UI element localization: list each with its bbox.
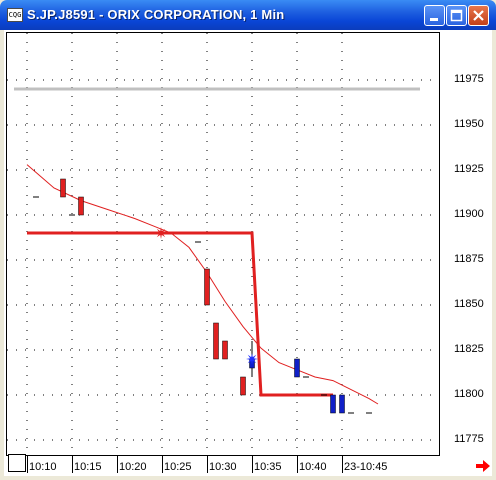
time-tick-mark <box>27 456 28 473</box>
time-tick-label: 10:40 <box>299 461 327 473</box>
candle-body <box>339 394 345 414</box>
time-tick-mark <box>72 456 73 473</box>
time-tick-label: 10:35 <box>254 461 282 473</box>
time-tick-mark <box>207 456 208 473</box>
price-tick-label: 11900 <box>454 208 484 220</box>
price-tick-label: 11875 <box>454 253 484 265</box>
time-tick-mark <box>162 456 163 473</box>
moving-average-line <box>26 164 379 405</box>
time-axis-box[interactable] <box>8 454 26 472</box>
time-tick-mark <box>342 456 343 473</box>
chart-area[interactable]: 11975 11950 11925 11900 11875 11850 11825 11800… <box>4 30 492 476</box>
level-line <box>27 231 333 397</box>
candle-body <box>204 268 210 306</box>
time-tick-label: 10:15 <box>74 461 102 473</box>
minimize-icon <box>430 18 438 21</box>
close-icon <box>473 10 484 21</box>
candle-body <box>213 322 219 360</box>
candle-body <box>240 376 246 396</box>
time-tick-label: 10:25 <box>164 461 192 473</box>
price-tick-label: 11850 <box>454 298 484 310</box>
candle-body <box>78 196 84 216</box>
window-title: S.JP.J8591 - ORIX CORPORATION, 1 Min <box>27 7 285 22</box>
title-bar[interactable]: CQG S.JP.J8591 - ORIX CORPORATION, 1 Min <box>0 0 496 30</box>
buy-signal-marker <box>246 353 258 365</box>
time-tick-label: 23-10:45 <box>344 461 388 473</box>
price-tick-label: 11975 <box>454 73 484 85</box>
price-plot[interactable] <box>6 32 440 456</box>
app-icon: CQG <box>7 8 23 22</box>
plot-border <box>6 32 440 456</box>
price-tick-label: 11950 <box>454 118 484 130</box>
time-tick-label: 10:10 <box>29 461 57 473</box>
time-tick-label: 10:30 <box>209 461 237 473</box>
minimize-button[interactable] <box>424 5 445 26</box>
candle-body <box>60 178 66 198</box>
time-tick-mark <box>252 456 253 473</box>
time-tick-label: 10:20 <box>119 461 147 473</box>
sell-signal-marker-shape <box>155 227 167 239</box>
candle-body <box>294 358 300 378</box>
scroll-right-icon[interactable] <box>476 460 490 472</box>
sell-signal-marker <box>155 227 167 239</box>
time-tick-mark <box>297 456 298 473</box>
time-tick-mark <box>117 456 118 473</box>
close-button[interactable] <box>468 5 489 26</box>
buy-signal-marker-shape <box>246 353 258 365</box>
candle-body <box>222 340 228 360</box>
maximize-icon <box>450 9 463 22</box>
price-tick-label: 11775 <box>454 433 484 445</box>
price-tick-label: 11800 <box>454 388 484 400</box>
price-tick-label: 11825 <box>454 343 484 355</box>
price-tick-label: 11925 <box>454 163 484 175</box>
maximize-button[interactable] <box>446 5 467 26</box>
candle-body <box>330 394 336 414</box>
